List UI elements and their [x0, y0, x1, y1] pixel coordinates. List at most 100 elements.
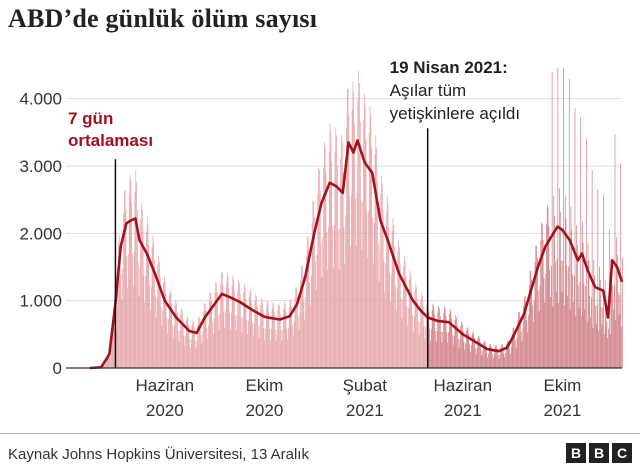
- daily-bar: [455, 315, 457, 368]
- daily-bar: [492, 354, 493, 368]
- daily-bar: [274, 312, 275, 368]
- daily-bar: [421, 292, 422, 368]
- daily-bar: [199, 317, 200, 368]
- daily-bar: [344, 263, 346, 368]
- daily-bar: [489, 343, 491, 368]
- daily-bar: [252, 336, 254, 368]
- daily-bar: [448, 332, 449, 368]
- daily-bar: [458, 347, 460, 368]
- daily-bar: [154, 260, 155, 368]
- daily-bar: [127, 288, 128, 368]
- daily-bar: [107, 354, 109, 368]
- daily-bar: [229, 313, 230, 368]
- daily-bar: [266, 307, 267, 368]
- daily-bar: [434, 313, 435, 368]
- daily-bar: [138, 295, 140, 368]
- daily-bar: [230, 329, 231, 368]
- daily-bar: [177, 330, 179, 368]
- daily-bar: [519, 317, 521, 368]
- daily-bar: [581, 315, 582, 368]
- daily-bar: [221, 273, 223, 368]
- bbc-logo: B B C: [566, 443, 632, 463]
- daily-bar: [488, 353, 489, 368]
- daily-bar: [504, 357, 506, 368]
- daily-bar: [194, 340, 196, 368]
- daily-bar: [593, 259, 595, 368]
- daily-bar: [268, 311, 270, 368]
- daily-bar: [526, 320, 528, 368]
- daily-bar: [120, 274, 122, 368]
- daily-bar: [412, 330, 414, 368]
- daily-bar: [234, 291, 235, 368]
- daily-bar: [287, 339, 288, 368]
- daily-bar: [498, 358, 500, 368]
- daily-bar: [616, 237, 617, 368]
- daily-bar: [141, 209, 143, 368]
- daily-bar: [537, 290, 539, 368]
- daily-bar: [439, 315, 441, 368]
- daily-bar: [160, 307, 162, 368]
- daily-bar: [505, 352, 506, 368]
- daily-bar: [130, 179, 132, 368]
- daily-bar: [596, 305, 598, 368]
- daily-bar: [184, 344, 186, 368]
- daily-bar: [297, 296, 298, 368]
- daily-bar: [544, 302, 546, 368]
- daily-bar: [282, 329, 284, 368]
- daily-bar: [243, 292, 244, 368]
- daily-bar: [563, 67, 564, 369]
- daily-bar: [538, 311, 540, 368]
- daily-bar: [177, 312, 178, 368]
- daily-bar: [257, 306, 258, 368]
- daily-bar: [352, 81, 354, 368]
- daily-bar: [196, 340, 198, 368]
- daily-bar: [545, 273, 546, 368]
- daily-bar: [503, 353, 505, 368]
- daily-bar: [546, 204, 548, 368]
- daily-bar: [359, 83, 360, 368]
- daily-bar: [507, 340, 509, 368]
- daily-bar: [186, 320, 187, 368]
- daily-bar: [167, 332, 168, 368]
- daily-bar: [430, 340, 431, 368]
- daily-bar: [209, 292, 211, 368]
- daily-bar: [165, 293, 167, 368]
- daily-bar: [516, 337, 518, 368]
- daily-bar: [494, 347, 496, 368]
- daily-bar: [239, 294, 241, 368]
- daily-bar: [330, 131, 332, 368]
- daily-bar: [323, 168, 324, 368]
- daily-bar: [278, 303, 279, 368]
- daily-bar: [384, 292, 386, 368]
- daily-bar: [554, 215, 555, 368]
- daily-bar: [133, 251, 135, 368]
- daily-bar: [253, 323, 255, 368]
- daily-bar: [172, 337, 174, 368]
- daily-bar: [231, 285, 233, 368]
- daily-bar: [564, 195, 566, 368]
- daily-bar: [346, 127, 347, 368]
- daily-bar: [176, 303, 177, 368]
- daily-bar: [611, 260, 613, 368]
- daily-bar: [327, 269, 328, 368]
- daily-bar: [286, 328, 288, 368]
- daily-bar: [435, 331, 436, 368]
- daily-bar: [386, 211, 387, 368]
- daily-bar: [404, 261, 406, 368]
- daily-bar: [131, 202, 133, 368]
- daily-bar: [590, 297, 592, 368]
- daily-bar: [291, 306, 293, 368]
- daily-bar: [189, 339, 190, 368]
- daily-bar: [294, 297, 296, 368]
- daily-bar: [121, 299, 123, 368]
- daily-bar: [568, 78, 570, 369]
- daily-bar: [345, 214, 346, 368]
- daily-bar: [216, 283, 217, 368]
- daily-bar: [397, 251, 399, 368]
- daily-bar: [137, 262, 139, 368]
- daily-bar: [303, 302, 305, 368]
- daily-bar: [424, 338, 426, 368]
- daily-bar: [270, 340, 271, 368]
- daily-bar: [574, 108, 576, 369]
- daily-bar: [221, 271, 222, 368]
